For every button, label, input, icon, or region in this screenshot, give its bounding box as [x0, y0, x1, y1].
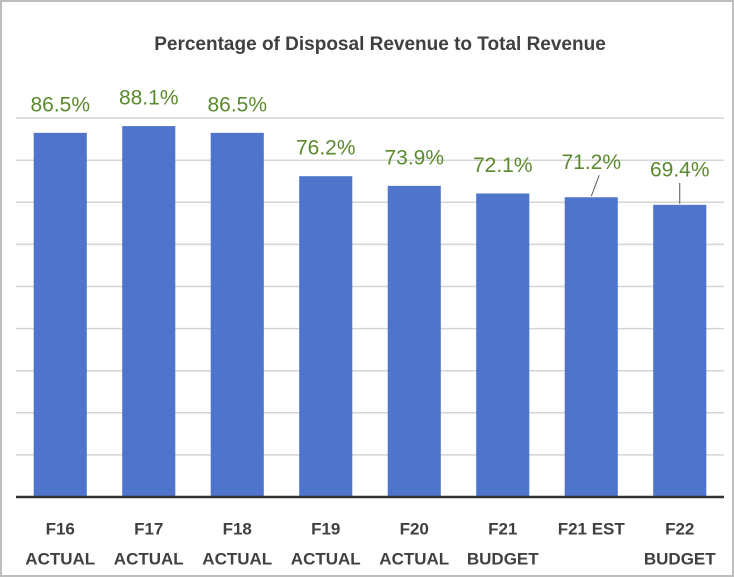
x-tick-label: BUDGET: [644, 549, 716, 568]
x-tick-label: BUDGET: [467, 549, 539, 568]
bar: [210, 132, 264, 497]
x-tick-label: F18: [223, 519, 252, 538]
x-tick-label: F21 EST: [558, 519, 626, 538]
x-tick-label: F22: [665, 519, 694, 538]
x-tick-label: ACTUAL: [291, 549, 361, 568]
data-label: 76.2%: [296, 137, 356, 160]
x-tick-label: F20: [400, 519, 429, 538]
data-label: 69.4%: [650, 158, 710, 181]
x-tick-label: ACTUAL: [202, 549, 272, 568]
bar: [299, 176, 353, 497]
data-label: 86.5%: [30, 93, 90, 116]
bar: [122, 126, 176, 497]
bar: [653, 204, 707, 498]
chart-title: Percentage of Disposal Revenue to Total …: [154, 34, 606, 55]
data-label: 71.2%: [561, 151, 621, 174]
x-tick-label: ACTUAL: [379, 549, 449, 568]
leader-line: [590, 175, 600, 197]
bar: [387, 185, 441, 498]
bar: [564, 197, 618, 498]
bar: [33, 132, 87, 497]
data-label: 86.5%: [207, 93, 267, 116]
x-tick-label: F19: [311, 519, 340, 538]
bar: [476, 193, 530, 498]
x-tick-label: F16: [46, 519, 75, 538]
x-tick-label: ACTUAL: [25, 549, 95, 568]
data-label: 88.1%: [119, 87, 179, 110]
data-label: 73.9%: [384, 146, 444, 169]
x-tick-label: ACTUAL: [114, 549, 184, 568]
x-tick-label: F21: [488, 519, 517, 538]
data-label: 72.1%: [473, 154, 533, 177]
x-tick-label: F17: [134, 519, 163, 538]
